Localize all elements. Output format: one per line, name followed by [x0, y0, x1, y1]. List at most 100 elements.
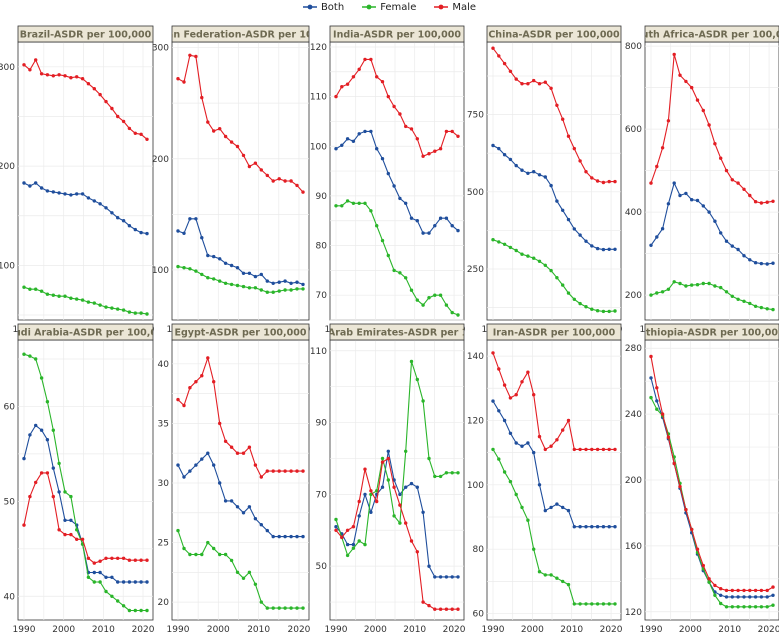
data-point-male	[340, 85, 344, 89]
data-point-both	[127, 224, 132, 228]
data-point-female	[57, 461, 61, 466]
x-tick-label: 2000	[679, 625, 702, 635]
data-point-both	[80, 192, 85, 196]
data-point-male	[235, 451, 240, 455]
data-point-both	[351, 139, 356, 143]
data-point-male	[392, 104, 396, 109]
data-point-male	[415, 137, 419, 141]
series-line-both	[177, 452, 303, 538]
data-point-both	[765, 262, 769, 266]
data-point-female	[351, 546, 356, 550]
data-point-male	[363, 57, 367, 62]
data-point-female	[51, 293, 55, 297]
data-point-both	[334, 147, 338, 151]
data-point-female	[139, 608, 143, 613]
data-point-male	[666, 435, 671, 439]
data-point-both	[271, 281, 275, 285]
data-point-both	[121, 219, 126, 223]
data-point-female	[39, 376, 44, 380]
data-point-male	[283, 469, 287, 473]
data-point-male	[271, 469, 275, 473]
data-point-male	[549, 444, 553, 448]
data-point-both	[92, 570, 97, 575]
data-point-female	[345, 553, 350, 558]
data-point-female	[438, 293, 443, 297]
data-point-female	[421, 399, 425, 403]
data-point-both	[613, 247, 617, 251]
data-point-male	[684, 507, 688, 512]
data-point-male	[748, 588, 752, 593]
y-tick-label: 240	[625, 410, 642, 420]
data-point-both	[235, 505, 240, 509]
data-point-female	[765, 307, 769, 311]
data-point-female	[75, 528, 79, 532]
data-point-both	[34, 423, 38, 428]
panel-frame	[171, 339, 310, 621]
data-point-both	[194, 217, 198, 221]
series-line-male	[177, 54, 304, 193]
data-point-female	[655, 407, 659, 411]
data-point-female	[748, 301, 752, 306]
data-point-both	[265, 279, 269, 283]
data-point-both	[497, 409, 501, 413]
data-point-both	[75, 192, 79, 196]
x-tick-label: 2020	[443, 625, 466, 635]
y-tick-label: 110	[310, 347, 327, 357]
data-point-female	[145, 312, 149, 316]
data-point-male	[672, 461, 676, 466]
data-point-male	[265, 173, 269, 178]
data-point-male	[206, 356, 210, 360]
data-point-male	[176, 397, 180, 402]
panel-6: 40 50 60 1990 2000 2010 2020 Saudi Arabia-ASDR …	[4, 323, 155, 635]
data-point-male	[45, 73, 50, 77]
data-point-both	[289, 281, 293, 285]
data-point-both	[549, 505, 553, 510]
panel-frame	[17, 339, 154, 621]
data-point-both	[561, 505, 565, 510]
data-point-male	[456, 134, 460, 138]
panel-title: Russian Federation-ASDR per 100,000	[138, 30, 343, 41]
data-point-both	[188, 469, 192, 473]
data-point-both	[526, 171, 530, 175]
data-point-both	[200, 457, 204, 461]
data-point-male	[660, 412, 665, 416]
x-tick-label: 2020	[600, 625, 623, 635]
data-point-female	[206, 276, 210, 280]
data-point-male	[369, 489, 373, 493]
y-tick-label: 800	[625, 42, 642, 52]
data-point-male	[549, 86, 553, 91]
panel-title: United Arab Emirates-ASDR per 100,000	[289, 328, 505, 339]
data-point-both	[607, 525, 611, 529]
data-point-female	[508, 479, 513, 484]
data-point-male	[497, 367, 501, 371]
data-point-both	[590, 244, 594, 248]
data-point-female	[63, 490, 67, 494]
data-point-both	[386, 449, 390, 453]
data-point-female	[724, 290, 729, 294]
data-point-both	[98, 570, 102, 575]
data-point-male	[235, 144, 240, 149]
data-point-male	[375, 499, 379, 504]
data-point-male	[759, 588, 764, 593]
data-point-male	[39, 471, 44, 475]
panel-9: 60 80 100 120 140 1990 2000 2010 2020 Iran-ASDR p…	[467, 323, 623, 635]
legend-item-male: Male	[434, 0, 476, 14]
data-point-male	[345, 82, 350, 86]
data-point-both	[110, 211, 114, 215]
data-point-female	[212, 546, 216, 551]
data-point-female	[69, 494, 73, 499]
data-point-male	[736, 181, 740, 185]
data-point-female	[660, 290, 665, 294]
data-point-female	[508, 245, 513, 250]
data-point-male	[607, 179, 611, 184]
data-point-both	[713, 219, 717, 223]
data-point-both	[771, 593, 775, 597]
x-tick-label: 2010	[718, 625, 741, 635]
data-point-female	[433, 293, 437, 297]
data-point-both	[223, 261, 228, 265]
data-point-male	[502, 61, 507, 66]
series-line-male	[650, 356, 774, 591]
data-point-both	[730, 244, 734, 248]
data-point-male	[22, 63, 26, 67]
data-point-both	[543, 508, 547, 513]
